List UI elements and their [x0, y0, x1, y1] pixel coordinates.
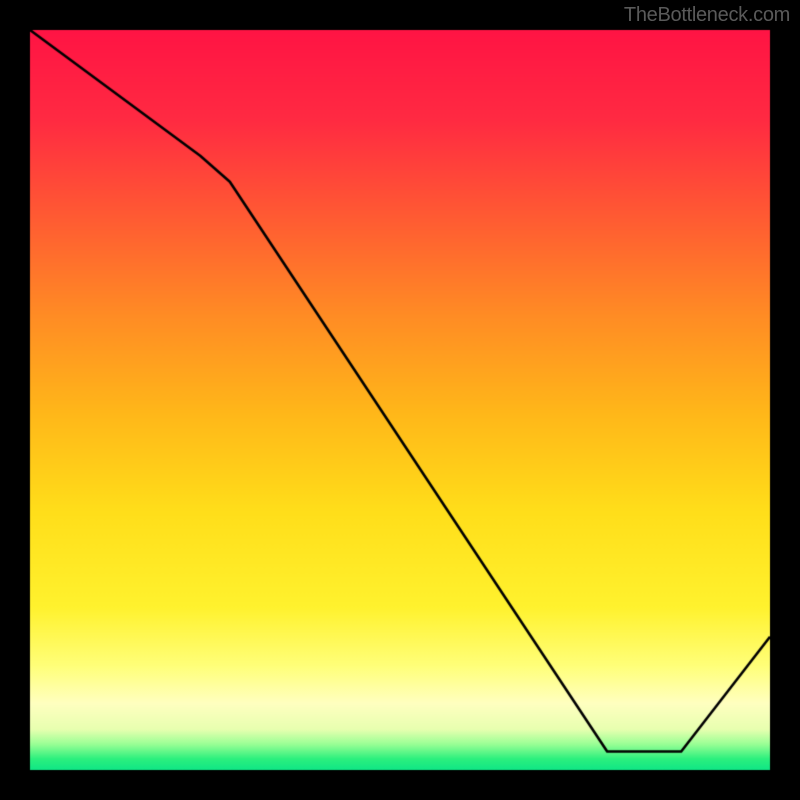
bottleneck-heat-chart	[0, 0, 800, 800]
